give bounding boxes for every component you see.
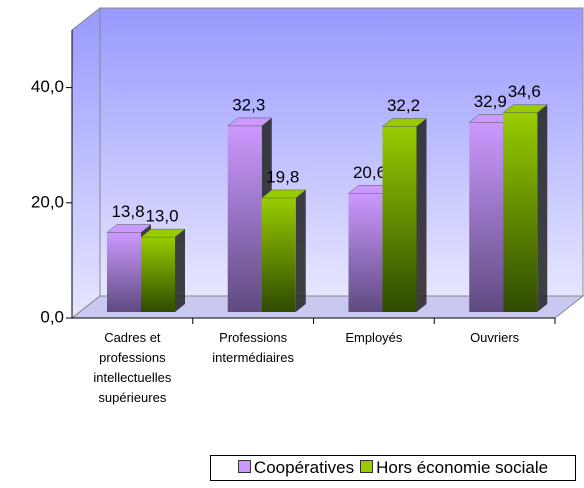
bar <box>141 237 175 312</box>
legend-item: Hors économie sociale <box>360 458 548 478</box>
bar <box>382 126 417 312</box>
bar <box>227 125 262 313</box>
value-label: 34,6 <box>508 82 541 101</box>
bar-top <box>140 228 186 238</box>
bar-top <box>106 224 152 233</box>
value-label: 19,8 <box>266 167 299 186</box>
bar <box>503 112 538 312</box>
value-label: 32,2 <box>387 96 420 115</box>
y-tick-label: 0,0 <box>40 307 64 326</box>
y-tick-label: 40,0 <box>31 77 64 96</box>
legend-label: Hors économie sociale <box>376 458 549 477</box>
bar <box>469 122 504 312</box>
legend-label: Coopératives <box>253 458 355 477</box>
legend-item: Coopératives <box>237 458 355 478</box>
x-tick-label: Ouvriers <box>470 330 520 345</box>
bar-top <box>261 189 307 199</box>
legend: Coopératives Hors économie sociale <box>210 455 576 481</box>
bar-side <box>416 118 427 312</box>
x-tick-label: Professions intermédiaires <box>212 330 294 365</box>
y-tick-label: 20,0 <box>31 192 64 211</box>
legend-swatch <box>237 460 251 473</box>
bar-top <box>502 104 548 113</box>
value-label: 13,0 <box>145 207 178 226</box>
legend-swatch <box>360 460 374 473</box>
bar-side <box>295 189 306 312</box>
side-wall <box>71 6 101 320</box>
bar-side <box>537 104 548 312</box>
bar-top <box>381 118 428 127</box>
value-label: 32,9 <box>474 92 507 111</box>
value-label: 13,8 <box>111 202 144 221</box>
x-tick-label: Cadres et professions intellectuelles su… <box>93 330 172 405</box>
x-tick-label: Employés <box>345 330 403 345</box>
bar <box>261 197 296 312</box>
value-label: 20,6 <box>353 163 386 182</box>
bar-side <box>175 229 185 312</box>
bar-top <box>227 117 273 127</box>
bar <box>107 232 141 312</box>
bar <box>348 193 383 312</box>
value-label: 32,3 <box>232 95 265 114</box>
